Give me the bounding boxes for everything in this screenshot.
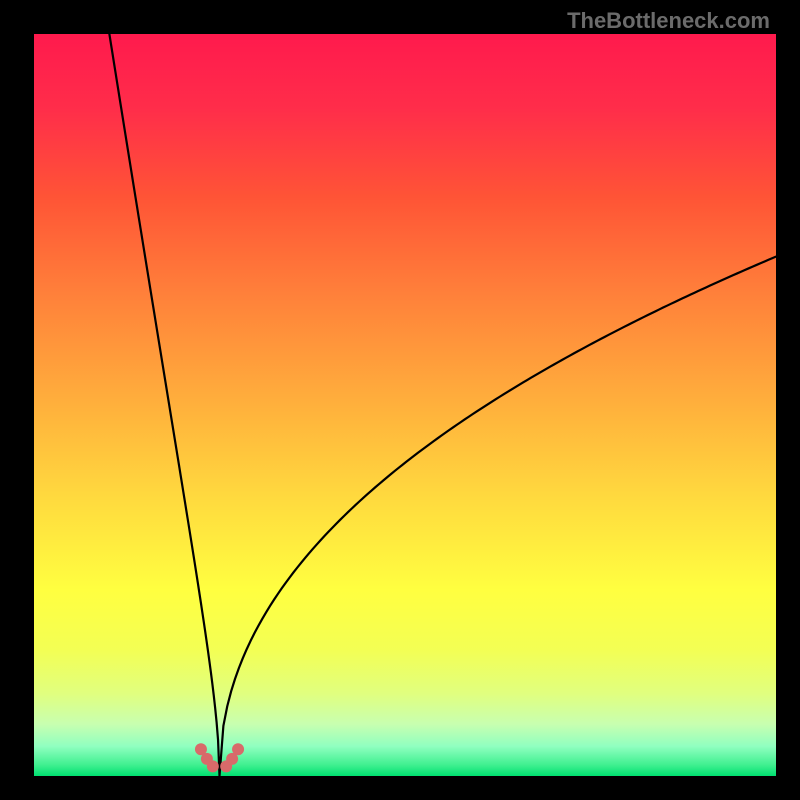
marker-point <box>232 743 244 755</box>
bottleneck-curve <box>108 27 776 776</box>
svg-layer <box>0 0 800 800</box>
watermark-text: TheBottleneck.com <box>567 8 770 34</box>
marker-point <box>207 760 219 772</box>
chart-container: TheBottleneck.com <box>0 0 800 800</box>
